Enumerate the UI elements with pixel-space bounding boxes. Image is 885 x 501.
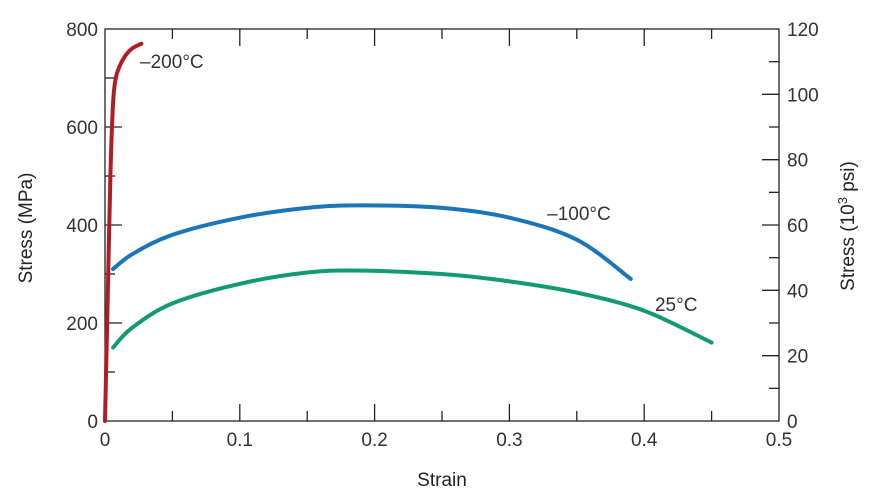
x-tick-label: 0.4 <box>631 430 658 451</box>
x-tick-label: 0.2 <box>361 430 387 451</box>
x-tick-label: 0.5 <box>766 430 792 451</box>
x-tick-label: 0 <box>100 430 111 451</box>
y-axis-title: Stress (MPa) <box>16 173 37 284</box>
y2-tick-label: 80 <box>787 151 808 172</box>
series-group <box>103 41 714 423</box>
curve-label-1: –100°C <box>547 204 611 225</box>
series-line-0 <box>103 41 144 423</box>
axis-tick-labels: 0 0.1 0.2 0.3 0.4 0.5020040060080002040608010… <box>66 20 818 451</box>
y2-axis-title-suffix: psi) <box>838 161 859 197</box>
y2-tick-label: 120 <box>787 20 819 41</box>
series-line-1 <box>111 203 633 281</box>
curve-label-2: 25°C <box>655 295 697 316</box>
x-tick-label: 0.3 <box>496 430 522 451</box>
y2-axis-title-prefix: Stress (10 <box>838 204 859 291</box>
y-tick-label: 800 <box>66 20 98 41</box>
x-axis-title: Strain <box>417 470 467 491</box>
y2-tick-label: 0 <box>787 412 798 433</box>
y-tick-label: 0 <box>87 412 98 433</box>
curve-labels: –200°C –100°C 25°C <box>140 52 697 316</box>
y2-tick-label: 40 <box>787 281 808 302</box>
y2-axis-title-exponent: 3 <box>835 197 850 204</box>
y2-axis-title: Stress (103 psi) <box>835 161 860 291</box>
x-tick-label: 0.1 <box>227 430 253 451</box>
y-tick-label: 600 <box>66 118 98 139</box>
series-line-2 <box>111 268 714 350</box>
y-tick-label: 200 <box>66 314 98 335</box>
curve-label-0: –200°C <box>140 52 204 73</box>
y-tick-label: 400 <box>66 216 98 237</box>
y2-tick-label: 100 <box>787 85 819 106</box>
y2-tick-label: 20 <box>787 347 808 368</box>
y2-tick-label: 60 <box>787 216 808 237</box>
